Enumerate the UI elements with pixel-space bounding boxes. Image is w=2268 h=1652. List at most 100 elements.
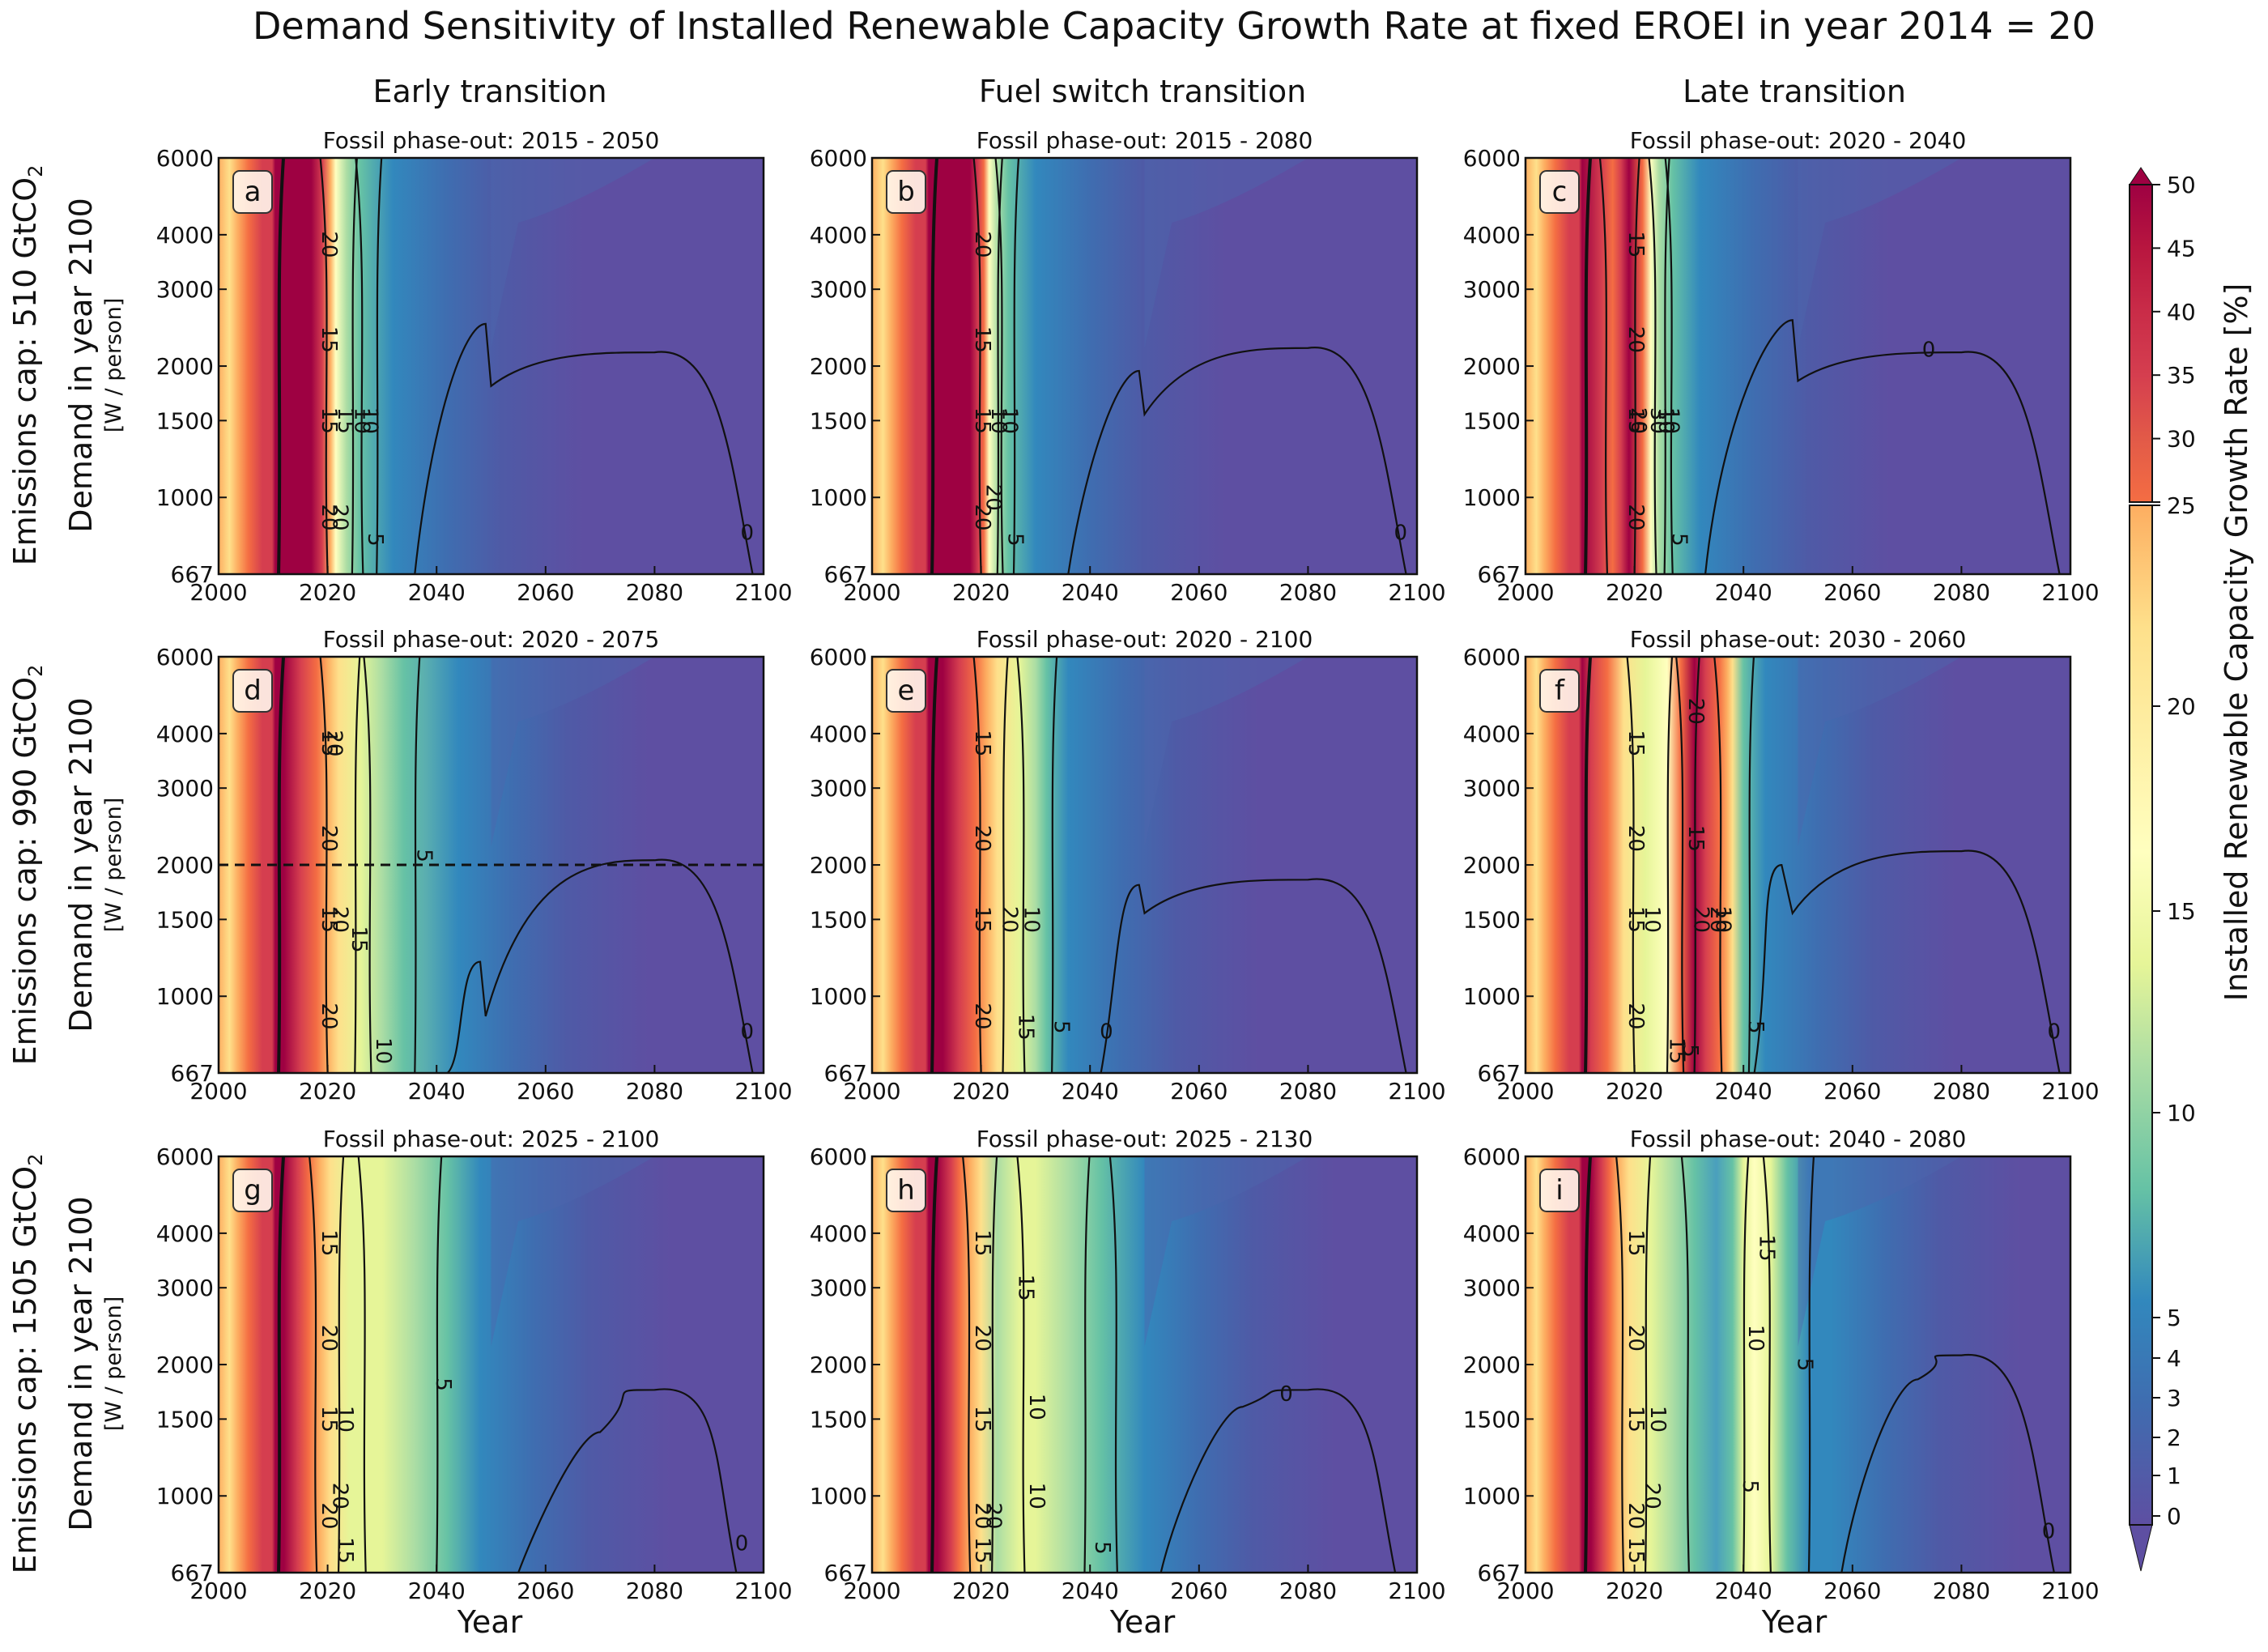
panel-i-contour-label: 5 <box>1738 1480 1762 1494</box>
panel-g-wedge <box>491 1156 655 1347</box>
panel-b-contour-label: 15 <box>970 407 994 434</box>
panel-i-contour-line <box>1644 1156 1652 1573</box>
panel-d-contour-line <box>363 657 372 1073</box>
panel-h-contour-label: 20 <box>970 1325 994 1352</box>
panel-f-contour-label: 15 <box>1623 730 1648 756</box>
panel-e-xtick-label: 2020 <box>952 1078 1010 1105</box>
panel-b-ytick-label: 1500 <box>810 407 867 434</box>
panel-c-ytick-label: 4000 <box>1463 222 1521 249</box>
panel-f-contour-label: 20 <box>1683 698 1708 725</box>
row-1-emissions-cap: Emissions cap: 510 GtCO2 <box>7 165 47 566</box>
panel-d-contour-label: 20 <box>317 825 341 852</box>
panel-d-xtick-label: 2020 <box>299 1078 356 1105</box>
panel-b-letter: b <box>897 176 915 208</box>
panel-e-zero-contour <box>1100 878 1407 1073</box>
panel-c-contour-label: 20 <box>1626 407 1650 434</box>
panel-d-letter-box <box>232 669 273 713</box>
row-2-cap-text: Emissions cap: 990 GtCO <box>7 677 43 1066</box>
panel-i-xtick-label: 2100 <box>2041 1577 2099 1604</box>
panel-h-contour-label: 10 <box>1024 1394 1049 1420</box>
panel-g-xtick-label: 2100 <box>734 1577 792 1604</box>
panel-h-contour-line <box>930 1156 939 1573</box>
panel-a-contour-label: 20 <box>317 231 341 258</box>
colorbar-tick-label-lower: 20 <box>2167 693 2196 720</box>
panel-h-contour-label: 15 <box>1014 1275 1038 1301</box>
panel-c-xtick-label: 2020 <box>1606 579 1663 606</box>
panel-b-xtick-label: 2020 <box>952 579 1010 606</box>
panel-h-letter: h <box>897 1174 915 1207</box>
colorbar-tick-label-lower: 15 <box>2167 898 2196 925</box>
row-2-emissions-cap: Emissions cap: 990 GtCO2 <box>7 665 47 1066</box>
panel-c-field <box>1525 158 2070 574</box>
row-2-demand-label: Demand in year 2100 <box>63 697 99 1032</box>
panel-a-contour-line <box>351 158 358 574</box>
panel-d-contour-label: 10 <box>371 1037 395 1064</box>
panel-h-contour-label: 10 <box>1024 1483 1049 1509</box>
panel-g-contour-label: 15 <box>333 1537 357 1564</box>
panel-a-xtick-label: 2020 <box>299 579 356 606</box>
panel-f-contour-label: 0 <box>2048 1020 2062 1044</box>
panel-f-contour-line <box>1584 657 1593 1073</box>
panel-e-wedge <box>1144 657 1308 847</box>
panel-h-contour-line <box>962 1156 972 1573</box>
panel-i-contour-label: 5 <box>1793 1358 1817 1372</box>
panel-a-xtick-label: 2100 <box>734 579 792 606</box>
column-title-fuel-switch: Fuel switch transition <box>979 74 1306 109</box>
panel-h-ytick-label: 667 <box>824 1560 867 1586</box>
panel-e-contour-label: 20 <box>998 906 1022 933</box>
panel-d-contour-label: 15 <box>317 906 341 933</box>
panel-c-contour-line <box>1633 158 1640 574</box>
colorbar-lower-frame <box>2129 505 2153 1526</box>
colorbar-tick-label-upper: 35 <box>2167 362 2196 389</box>
colorbar-tick-label-lower: 2 <box>2167 1424 2181 1451</box>
panel-b-field <box>872 158 1417 574</box>
panel-d-xtick-label: 2100 <box>734 1078 792 1105</box>
panel-c-contour-label: 10 <box>1659 407 1683 434</box>
panel-f-contour-label: 5 <box>1743 1020 1768 1034</box>
panel-e-xtick-label: 2080 <box>1279 1078 1337 1105</box>
panel-f-contour-label: 15 <box>1683 825 1708 852</box>
panel-i-ytick-label: 1500 <box>1463 1406 1521 1433</box>
panel-d-ytick-label: 3000 <box>156 775 214 802</box>
panel-b-contour-label: 20 <box>970 504 994 530</box>
panel-c-ytick-label: 6000 <box>1463 145 1521 172</box>
panel-i-contour-label: 20 <box>1623 1502 1648 1529</box>
panel-f-contour-label: 20 <box>1705 906 1730 933</box>
panel-i-contour-line <box>1742 1156 1750 1573</box>
panel-d-contour-label: 15 <box>317 730 341 756</box>
panel-c-letter-box <box>1539 170 1580 214</box>
panel-c-ytick-label: 1000 <box>1463 484 1521 511</box>
panel-f-contour-label: 10 <box>1711 906 1735 933</box>
panel-h-xtick-label: 2060 <box>1170 1577 1228 1604</box>
panel-d-contour-line <box>414 657 421 1073</box>
panel-i-ytick-label: 4000 <box>1463 1220 1521 1247</box>
panel-i-contour-line <box>1762 1156 1772 1573</box>
colorbar-upper-segment <box>2130 185 2152 502</box>
panel-g-contour-line <box>277 1156 286 1573</box>
panel-h-ytick-label: 3000 <box>810 1275 867 1301</box>
panel-g-contour-label: 20 <box>317 1325 341 1352</box>
panel-h-contour-label: 15 <box>970 1406 994 1433</box>
panel-b-contour-label: 10 <box>986 407 1011 434</box>
panel-a-subtitle: Fossil phase-out: 2015 - 2050 <box>323 127 660 154</box>
panel-d-contour-label: 20 <box>327 906 351 933</box>
panel-i-xtick-label: 2000 <box>1496 1577 1554 1604</box>
panel-c-contour-line <box>1648 158 1657 574</box>
panel-b-xtick-label: 2080 <box>1279 579 1337 606</box>
panel-a-letter-box <box>232 170 273 214</box>
panel-f-contour-line <box>1626 657 1636 1073</box>
panel-a-zero-contour <box>414 322 754 574</box>
panel-a-xtick-label: 2060 <box>517 579 574 606</box>
panel-g-contour-line <box>308 1156 318 1573</box>
panel-d-ytick-label: 1000 <box>156 983 214 1010</box>
panel-i-wedge <box>1798 1156 1962 1347</box>
panel-e-ytick-label: 1000 <box>810 983 867 1010</box>
colorbar-tick-label-upper: 45 <box>2167 235 2196 262</box>
panel-g-xtick-label: 2080 <box>626 1577 683 1604</box>
